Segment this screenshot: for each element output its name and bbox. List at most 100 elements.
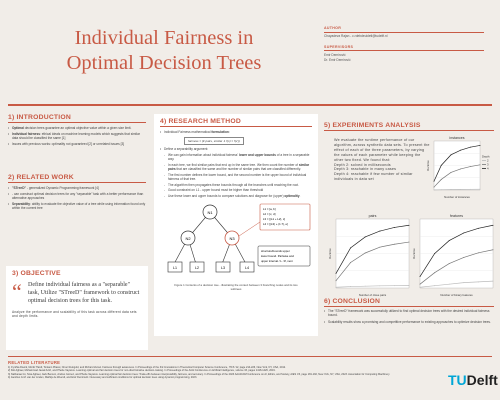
data-point <box>364 285 366 287</box>
bullet-bold: Optimal <box>12 126 24 130</box>
svg-text:L2 = [c, d]: L2 = [c, d] <box>263 212 276 216</box>
supervisors-label: SUPERVISORS <box>324 44 354 49</box>
data-point <box>379 246 381 248</box>
bullet-item: - can construct optimal decision trees f… <box>8 192 146 201</box>
bullet-text: Issues with previous works: optimality n… <box>12 141 125 146</box>
svg-text:L1 = [a, b]: L1 = [a, b] <box>263 207 276 211</box>
data-point <box>393 243 395 245</box>
section-heading: 1) INTRODUCTION <box>8 114 71 121</box>
series-line-depth-2 <box>335 285 410 288</box>
literature-item: 3) Nathanael Jo, Sina Aghaei, Jack Benso… <box>8 372 391 376</box>
bullet-tail: that are classified the same and the num… <box>175 167 301 171</box>
data-point <box>393 285 395 287</box>
bullet-text: We can gain information about individual… <box>168 152 239 157</box>
formula-box: fairness = (Σ pairs, similar ∧ f(x) = f(… <box>184 136 244 145</box>
section-heading: 2) RELATED WORK <box>8 174 74 181</box>
bullet-item: Use these lower and upper bounds to comp… <box>160 193 312 199</box>
data-point <box>492 249 494 251</box>
data-point <box>477 281 479 283</box>
legend-entry: 3 <box>487 163 489 167</box>
chart-title: instances <box>449 136 464 140</box>
bullet-bold: lower and upper bounds <box>238 152 276 157</box>
section-literature: RELATED LITERATURE 1) Cynthia Dwork, Mor… <box>8 360 408 380</box>
bullet-text: In each tree, we find similar pairs that… <box>168 162 299 167</box>
svg-text:L3 = [(L1 + L2), c]: L3 = [(L1 + L2), c] <box>263 217 285 221</box>
bullet-tail: . <box>299 193 301 198</box>
bullet-bold: similar pairs <box>168 162 310 171</box>
poster-title-line1: Individual Fairness in <box>74 27 254 49</box>
bullet-text: decision trees guarantee an optimal obje… <box>23 126 132 130</box>
section-underline <box>160 126 312 127</box>
data-point <box>450 171 452 173</box>
quote-mark-icon: “ <box>12 279 22 304</box>
section-conclusion: 6)CONCLUSION The "STreeD" framework was … <box>324 298 494 326</box>
data-point <box>419 283 421 285</box>
data-point <box>335 280 337 282</box>
bullet-item: Scalability results show a promising and… <box>324 320 494 325</box>
tudelft-logo: TUDelft <box>448 372 498 388</box>
data-point <box>450 189 452 190</box>
poster-title: Individual Fairness in Optimal Decision … <box>14 26 314 76</box>
data-point <box>463 256 465 258</box>
bullet-bold: formulation <box>211 130 229 134</box>
legend-title: Depth <box>482 155 490 159</box>
svg-text:L4 = [(L3) + (1.7), e]: L4 = [(L3) + (1.7), e] <box>263 222 288 226</box>
data-point <box>419 286 421 288</box>
data-point <box>460 188 462 190</box>
tree-node-root: N1 <box>202 204 218 220</box>
data-point <box>364 252 366 254</box>
tree-leaf: L1 <box>167 261 183 273</box>
svg-text:lower bound. Pairwise and: lower bound. Pairwise and <box>261 254 294 258</box>
legend-entry: 4 <box>487 167 489 171</box>
svg-text:L2: L2 <box>195 266 199 270</box>
objective-card: 3) OBJECTIVE “ Define individual fairness… <box>6 266 148 350</box>
series-line-depth-3 <box>335 241 410 281</box>
literature-item: 2) Kiki Aghaei, Mohammad Javad Azizi, an… <box>8 369 276 373</box>
chart-title: features <box>450 214 463 218</box>
section-heading: 5) EXPERIMENTS ANALYSIS <box>324 122 421 129</box>
section-underline <box>8 122 146 123</box>
literature-list: 1) Cynthia Dwork, Moritz Hardt, Toniann … <box>8 366 408 380</box>
tree-info-box-top: L1 = [a, b] L2 = [c, d] L3 = [(L1 + L2),… <box>259 203 311 231</box>
y-axis-label: Runtime <box>412 248 416 259</box>
chart-instances: instances Number of instances Runtime Depth… <box>426 136 490 199</box>
data-point <box>350 247 352 249</box>
svg-text:N1: N1 <box>207 210 213 215</box>
series-line-depth-3 <box>419 249 494 285</box>
bullet-item: Individual fairness: ethical ideals on m… <box>8 132 146 141</box>
tree-leaf: L2 <box>189 261 205 273</box>
data-point <box>463 282 465 284</box>
svg-text:N3: N3 <box>229 236 235 241</box>
related-bullets: "STreeD" - generalized Dynamic Programmi… <box>8 186 146 210</box>
literature-heading: RELATED LITERATURE <box>8 360 61 365</box>
bullet-tail: : <box>228 130 230 134</box>
data-point <box>448 240 450 242</box>
data-point <box>408 224 410 226</box>
data-point <box>364 236 366 238</box>
bullet-text: Define a separability argument: <box>164 147 209 151</box>
logo-tu: TU <box>448 372 467 388</box>
bullet-item: The algorithm then propagates these boun… <box>160 182 312 188</box>
data-point <box>479 164 481 166</box>
bullet-text: The algorithm then propagates these boun… <box>168 182 299 187</box>
data-point <box>434 285 436 287</box>
tree-node-right: N3 <box>224 230 240 246</box>
x-axis-label: Number of binary features <box>440 293 473 297</box>
bullet-item: We can gain information about individual… <box>160 153 312 162</box>
bullet-text: - can construct optimal decision trees f… <box>12 191 144 200</box>
section-heading: 4) RESEARCH METHOD <box>160 118 241 125</box>
chart-features: features Number of binary features Runtime <box>412 214 494 297</box>
bullet-bold: "STreeD" <box>12 186 27 190</box>
data-point <box>393 227 395 228</box>
author-divider <box>324 31 484 33</box>
data-point <box>469 166 471 168</box>
method-bullets: Individual Fairness mathematical formula… <box>160 130 312 199</box>
data-point <box>440 178 442 180</box>
section-introduction: 1)INTRODUCTION Optimal decision trees gu… <box>8 114 146 147</box>
data-point <box>433 186 435 188</box>
svg-text:structure/bounds upper: structure/bounds upper <box>261 249 290 253</box>
data-point <box>448 263 450 264</box>
author-label: AUTHOR <box>324 26 342 30</box>
logo-delft: Delft <box>466 372 498 388</box>
data-point <box>463 232 465 234</box>
